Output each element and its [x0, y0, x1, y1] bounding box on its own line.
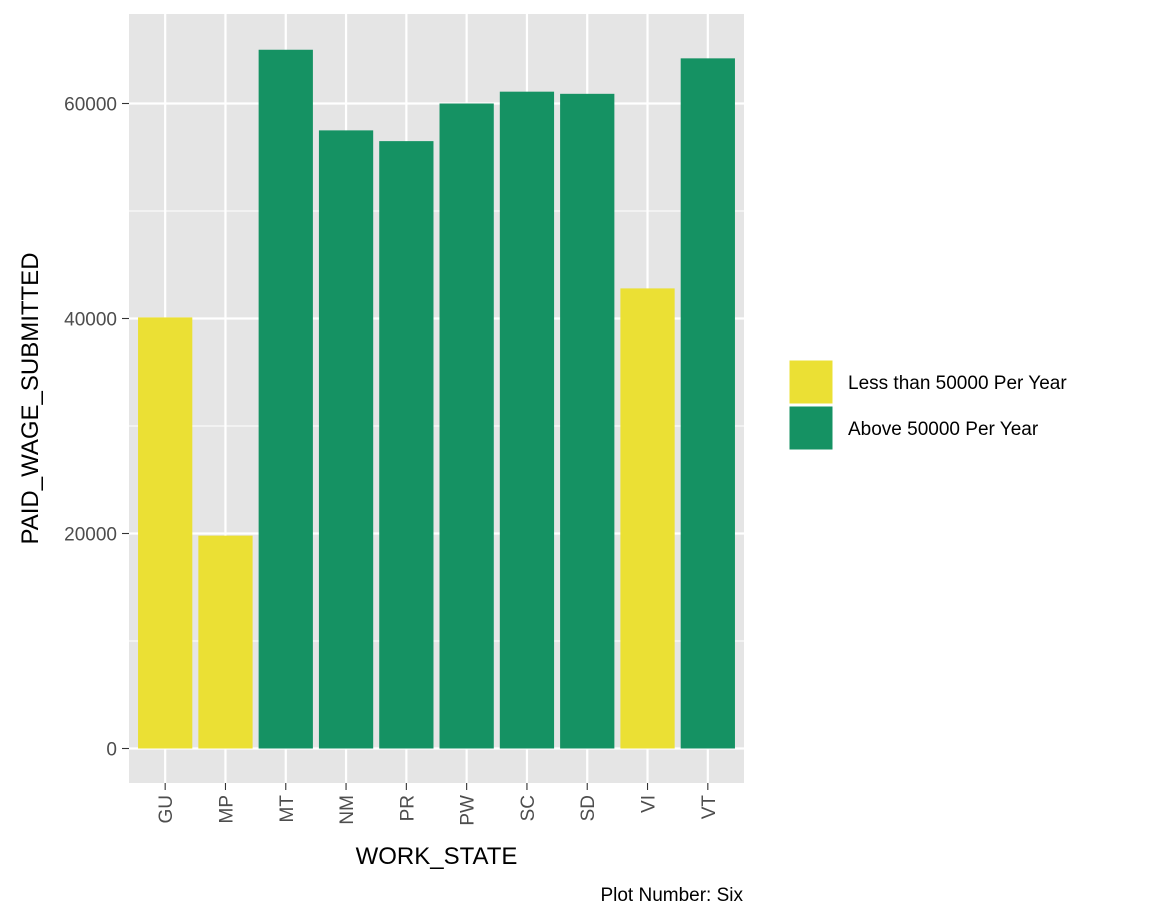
bars — [138, 49, 735, 749]
y-axis: 0 20000 40000 60000 — [64, 95, 129, 761]
y-axis-title: PAID_WAGE_SUBMITTED — [17, 252, 44, 544]
bar-vt — [680, 58, 735, 749]
legend-key-less — [788, 359, 834, 405]
x-tick-label: NM — [337, 795, 358, 825]
bar-mp — [198, 535, 253, 749]
x-tick-label: PW — [458, 795, 479, 826]
legend-key-above — [788, 405, 834, 451]
legend-label: Less than 50000 Per Year — [848, 373, 1067, 394]
x-tick-label: SC — [518, 795, 539, 821]
x-axis-title: WORK_STATE — [356, 843, 518, 870]
x-tick-label: VT — [699, 795, 720, 820]
y-tick-label: 40000 — [64, 310, 117, 331]
y-tick-label: 0 — [106, 740, 117, 761]
bar-pr — [379, 141, 434, 749]
legend-label: Above 50000 Per Year — [848, 419, 1039, 440]
bar-vi — [620, 288, 675, 749]
x-tick-label: MT — [277, 795, 298, 823]
bar-gu — [138, 317, 193, 749]
x-axis: GU MP MT NM PR PW SC SD VI VT — [156, 783, 720, 826]
x-tick-label: GU — [156, 795, 177, 824]
y-tick-label: 60000 — [64, 95, 117, 116]
y-tick-label: 20000 — [64, 525, 117, 546]
x-tick-label: PR — [397, 795, 418, 821]
bar-pw — [439, 103, 494, 749]
bar-sc — [499, 91, 555, 749]
x-tick-label: MP — [216, 795, 237, 824]
bar-sd — [560, 93, 615, 749]
bar-nm — [318, 130, 374, 749]
bar-mt — [258, 49, 313, 749]
x-tick-label: SD — [578, 795, 599, 821]
plot-caption: Plot Number: Six — [600, 885, 743, 906]
x-tick-label: VI — [639, 795, 660, 813]
legend: Less than 50000 Per Year Above 50000 Per … — [788, 359, 1067, 451]
